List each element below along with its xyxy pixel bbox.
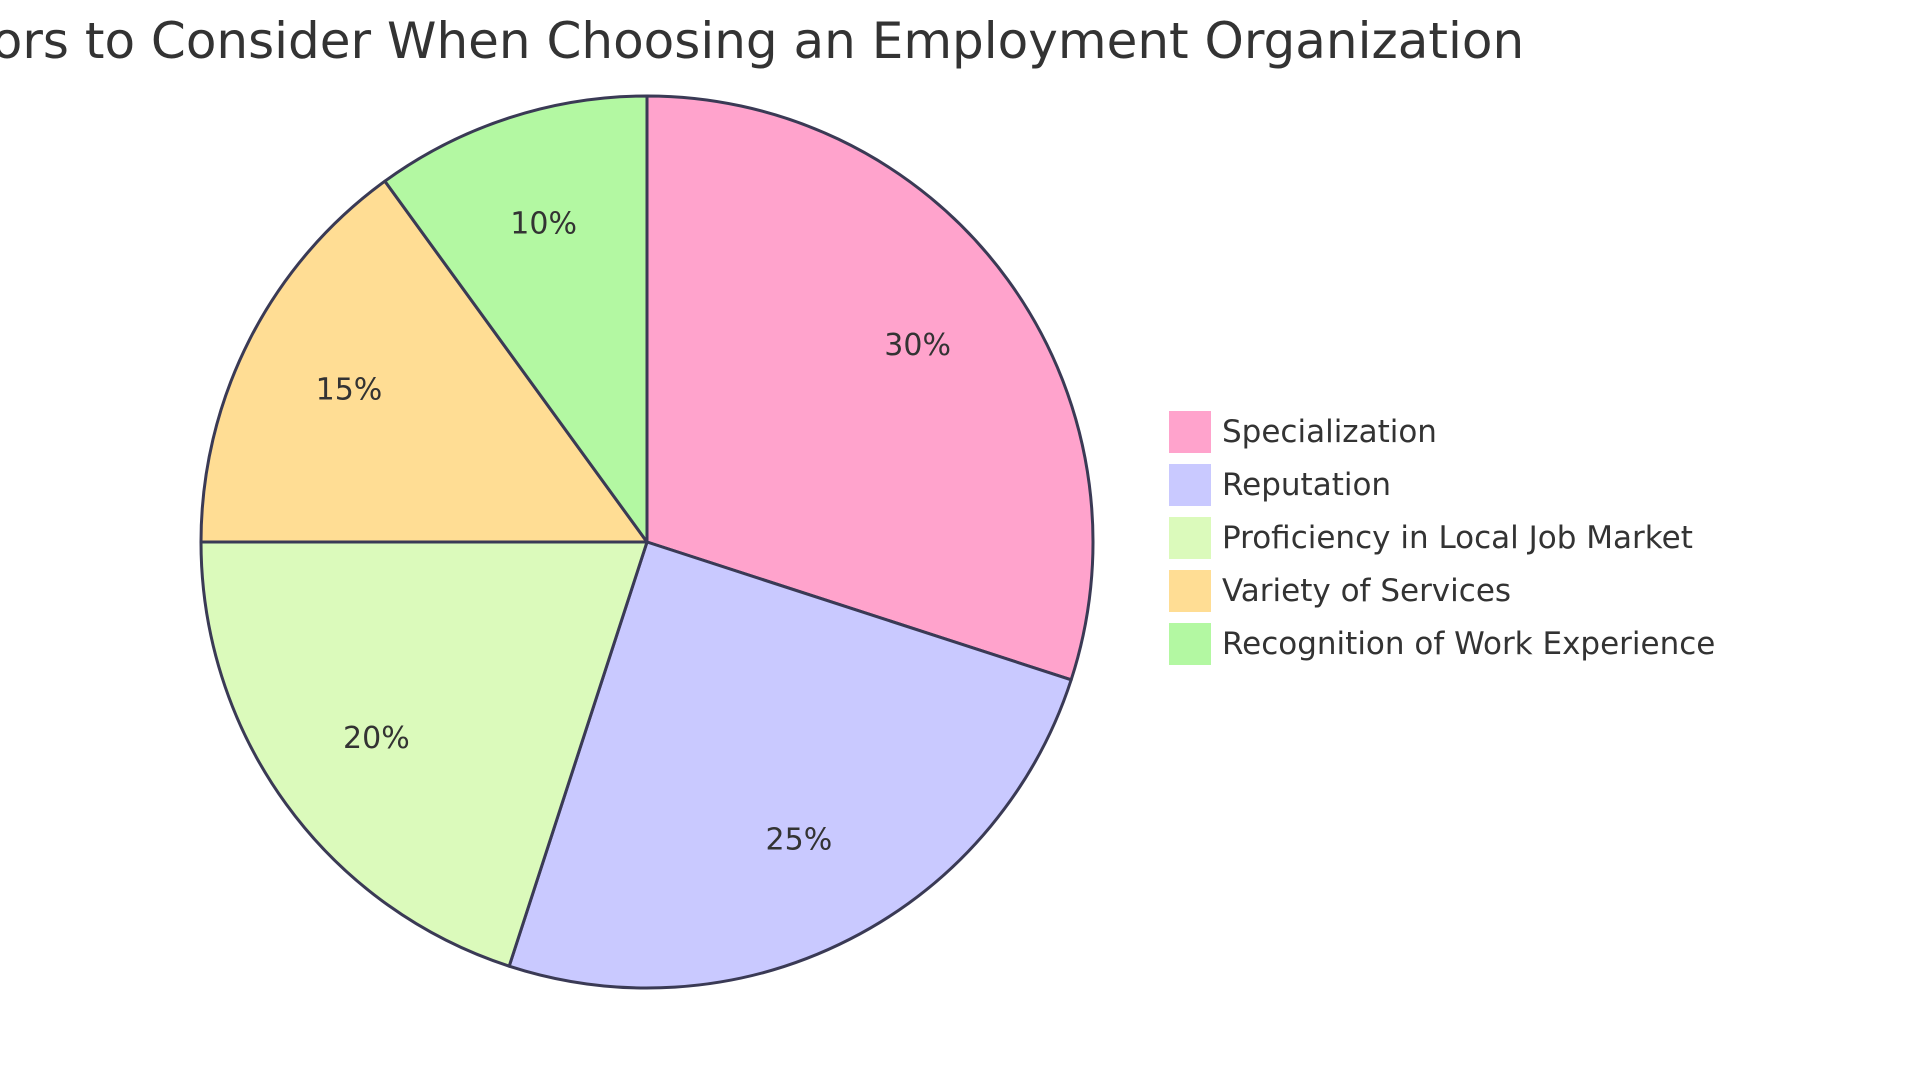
legend-label: Variety of Services [1222,573,1511,609]
legend-swatch [1167,409,1213,455]
pie-slice-specialization [645,94,1095,682]
legend-swatch [1167,568,1213,614]
slice-percent-label: 10% [510,206,577,241]
legend: Specialization Reputation Proficiency in L… [1167,409,1715,667]
legend-label: Recognition of Work Experience [1222,626,1715,662]
pie-slice-recognition-of-work-experience [383,94,649,544]
pie-slice-proficiency-in-local-job-market [199,540,649,968]
slice-percent-label: 20% [343,721,410,756]
pie-slices [199,94,1095,990]
pie-slice-reputation [507,540,1073,990]
legend-label: Proficiency in Local Job Market [1222,520,1693,556]
pie-slice-variety-of-services [199,179,649,544]
legend-label: Specialization [1222,414,1437,450]
chart-title: Factors to Consider When Choosing an Emp… [0,12,1524,70]
legend-label: Reputation [1222,467,1391,503]
slice-percent-label: 25% [766,823,833,858]
pie-slice-labels: 30% 25% 20% 15% 10% [316,206,951,857]
legend-swatch [1167,462,1213,508]
legend-swatch [1167,515,1213,561]
slice-percent-label: 30% [884,328,951,363]
legend-swatch [1167,621,1213,667]
slice-percent-label: 15% [316,373,383,408]
